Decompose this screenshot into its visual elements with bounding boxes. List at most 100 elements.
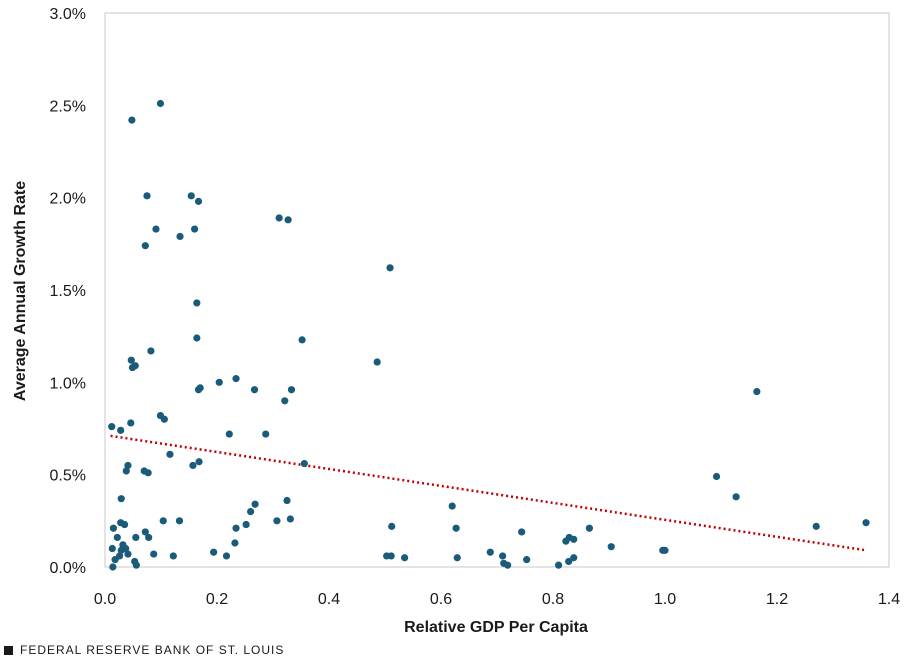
y-tick-label: 1.0% bbox=[50, 375, 86, 392]
data-point bbox=[124, 550, 132, 558]
data-point bbox=[570, 535, 578, 543]
data-point bbox=[812, 522, 820, 530]
data-point bbox=[273, 517, 281, 525]
data-point bbox=[195, 458, 203, 466]
data-point bbox=[283, 496, 291, 505]
data-point bbox=[113, 533, 121, 542]
data-point bbox=[401, 554, 409, 562]
data-point bbox=[712, 472, 721, 481]
data-point bbox=[300, 459, 308, 468]
data-point bbox=[122, 467, 130, 475]
data-point bbox=[210, 548, 218, 556]
data-point bbox=[144, 469, 152, 477]
data-point bbox=[169, 552, 177, 560]
data-point bbox=[486, 548, 494, 556]
data-point bbox=[262, 430, 270, 438]
data-point bbox=[585, 524, 594, 532]
data-point bbox=[117, 426, 125, 434]
data-point bbox=[132, 533, 140, 542]
data-point bbox=[127, 419, 135, 427]
data-point bbox=[250, 386, 259, 394]
data-point bbox=[275, 214, 283, 222]
data-point bbox=[109, 524, 117, 532]
data-point bbox=[232, 375, 240, 383]
data-point bbox=[387, 552, 395, 560]
data-point bbox=[862, 519, 870, 527]
data-point bbox=[247, 508, 255, 516]
data-point bbox=[386, 264, 394, 272]
plot-frame bbox=[104, 12, 890, 568]
data-point bbox=[108, 423, 116, 431]
data-point bbox=[499, 552, 507, 560]
x-axis-title: Relative GDP Per Capita bbox=[404, 619, 588, 636]
y-tick-label: 2.5% bbox=[50, 98, 86, 115]
data-point bbox=[298, 336, 306, 344]
trendline bbox=[110, 434, 867, 552]
data-point bbox=[215, 378, 223, 386]
data-point bbox=[287, 386, 296, 394]
data-point bbox=[286, 515, 294, 523]
data-point bbox=[193, 299, 201, 307]
data-point bbox=[189, 461, 197, 470]
data-point bbox=[115, 552, 124, 560]
data-point bbox=[453, 554, 461, 562]
points-layer bbox=[108, 99, 870, 571]
x-tick-label: 1.4 bbox=[878, 591, 900, 608]
data-point bbox=[141, 528, 149, 536]
y-axis-ticks: 0.0% 0.5% 1.0% 1.5% 2.0% 2.5% 3.0% bbox=[50, 6, 86, 577]
data-point bbox=[555, 561, 563, 569]
data-point bbox=[117, 546, 125, 554]
data-point bbox=[117, 495, 125, 503]
x-tick-label: 0.6 bbox=[430, 591, 452, 608]
data-point bbox=[251, 500, 259, 508]
data-point bbox=[121, 520, 129, 529]
data-point bbox=[562, 537, 570, 545]
data-point bbox=[284, 216, 292, 224]
data-point bbox=[193, 334, 201, 342]
x-tick-label: 0.2 bbox=[206, 591, 228, 608]
data-point bbox=[225, 430, 233, 438]
data-point bbox=[194, 386, 203, 394]
data-point bbox=[124, 461, 132, 470]
data-point bbox=[452, 524, 460, 532]
data-point bbox=[145, 533, 153, 542]
data-point bbox=[448, 502, 456, 510]
data-point bbox=[231, 539, 239, 547]
data-point bbox=[232, 524, 240, 532]
square-icon bbox=[4, 645, 13, 655]
y-tick-label: 0.5% bbox=[50, 468, 86, 485]
data-point bbox=[127, 356, 135, 364]
data-point bbox=[159, 517, 167, 525]
data-point bbox=[732, 493, 740, 501]
data-point bbox=[141, 242, 149, 250]
source-footer: FEDERAL RESERVE BANK OF ST. LOUIS bbox=[4, 643, 284, 657]
data-point bbox=[753, 387, 761, 396]
y-tick-label: 2.0% bbox=[50, 191, 86, 208]
y-tick-label: 1.5% bbox=[50, 283, 86, 300]
data-point bbox=[176, 232, 184, 241]
data-point bbox=[242, 520, 250, 529]
data-point bbox=[518, 528, 526, 536]
data-point bbox=[147, 347, 155, 355]
y-axis-title: Average Annual Growth Rate bbox=[12, 181, 29, 401]
data-point bbox=[373, 358, 381, 366]
data-point bbox=[143, 192, 151, 200]
data-point bbox=[661, 546, 669, 554]
y-tick-label: 0.0% bbox=[50, 560, 86, 577]
plot-border bbox=[104, 12, 890, 568]
y-tick-label: 3.0% bbox=[50, 6, 86, 23]
trendline-layer bbox=[110, 434, 867, 552]
data-point bbox=[166, 450, 174, 458]
data-point bbox=[504, 561, 512, 569]
data-point bbox=[109, 563, 117, 571]
data-point bbox=[128, 116, 136, 124]
data-point bbox=[152, 225, 160, 233]
data-point bbox=[160, 415, 168, 423]
source-label: FEDERAL RESERVE BANK OF ST. LOUIS bbox=[20, 643, 285, 657]
data-point bbox=[132, 561, 140, 569]
x-tick-label: 1.2 bbox=[766, 591, 788, 608]
data-point bbox=[194, 197, 203, 205]
data-point bbox=[388, 522, 396, 530]
data-point bbox=[108, 544, 116, 553]
